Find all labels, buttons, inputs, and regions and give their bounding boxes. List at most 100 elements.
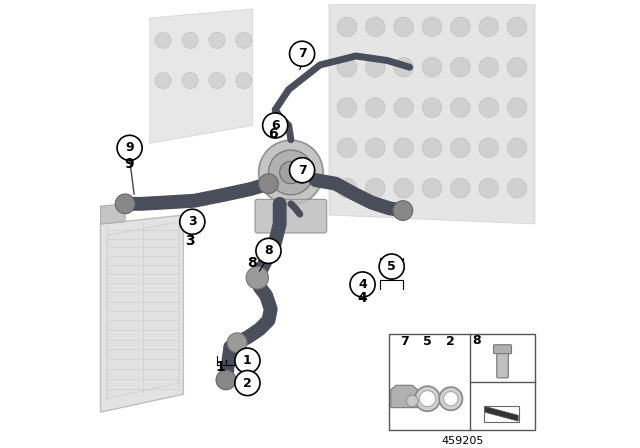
Circle shape [451,57,470,77]
Circle shape [365,178,385,198]
Text: 2: 2 [447,335,455,349]
Text: 8: 8 [247,256,257,270]
Polygon shape [100,204,125,224]
Circle shape [394,17,413,37]
Text: 2: 2 [243,376,252,390]
Circle shape [182,73,198,89]
Circle shape [235,370,260,396]
Circle shape [439,387,463,410]
Circle shape [419,391,436,407]
Circle shape [479,178,499,198]
Text: 6: 6 [268,127,278,142]
Text: 5: 5 [387,260,396,273]
Text: 7: 7 [298,164,307,177]
Circle shape [451,98,470,117]
Circle shape [209,73,225,89]
Circle shape [259,174,278,194]
Circle shape [508,57,527,77]
Circle shape [350,272,375,297]
Circle shape [451,138,470,158]
Circle shape [406,395,418,407]
Circle shape [451,17,470,37]
Circle shape [155,73,172,89]
Circle shape [365,98,385,117]
Circle shape [422,138,442,158]
Text: 4: 4 [358,291,367,305]
Circle shape [508,98,527,117]
Circle shape [117,135,142,160]
Circle shape [209,32,225,48]
Text: 459205: 459205 [441,436,483,446]
FancyBboxPatch shape [255,199,327,233]
Text: 1: 1 [243,354,252,367]
Circle shape [508,178,527,198]
Circle shape [365,17,385,37]
Polygon shape [150,9,253,143]
FancyBboxPatch shape [493,345,511,354]
Circle shape [479,98,499,117]
Circle shape [227,333,247,353]
Circle shape [394,178,413,198]
Circle shape [118,143,125,150]
Polygon shape [108,222,179,399]
Circle shape [422,57,442,77]
Circle shape [236,32,252,48]
Circle shape [479,138,499,158]
Circle shape [337,138,356,158]
Circle shape [422,98,442,117]
Bar [389,334,535,430]
Text: 3: 3 [185,234,195,248]
Text: 8: 8 [264,244,273,258]
Circle shape [216,370,236,390]
Circle shape [262,113,288,138]
Circle shape [289,41,315,66]
Circle shape [280,161,302,184]
Circle shape [365,57,385,77]
Text: 7: 7 [298,47,307,60]
Circle shape [337,57,356,77]
Circle shape [180,209,205,234]
Text: 1: 1 [216,360,225,375]
Circle shape [182,32,198,48]
Circle shape [259,140,323,205]
Circle shape [394,98,413,117]
Circle shape [479,17,499,37]
Text: 5: 5 [423,335,432,349]
Circle shape [337,17,356,37]
Polygon shape [329,4,535,224]
Circle shape [236,73,252,89]
Circle shape [508,138,527,158]
Bar [484,406,518,422]
Text: 9: 9 [125,141,134,155]
Circle shape [508,17,527,37]
Circle shape [124,149,135,160]
Polygon shape [484,406,518,421]
Circle shape [256,238,281,263]
Circle shape [337,98,356,117]
Circle shape [115,194,135,214]
Text: 6: 6 [271,119,280,132]
Text: 8: 8 [472,334,481,347]
Circle shape [269,150,314,195]
Polygon shape [391,385,418,408]
Circle shape [235,348,260,373]
Circle shape [337,178,356,198]
Circle shape [365,138,385,158]
Circle shape [155,32,172,48]
Circle shape [451,178,470,198]
Circle shape [444,392,458,406]
Circle shape [479,57,499,77]
Circle shape [394,57,413,77]
Circle shape [422,17,442,37]
Circle shape [415,386,440,411]
Circle shape [394,138,413,158]
Circle shape [379,254,404,279]
Text: 9: 9 [124,156,134,171]
Text: 7: 7 [400,335,408,349]
Circle shape [246,267,269,289]
Circle shape [422,178,442,198]
Circle shape [289,158,315,183]
FancyBboxPatch shape [497,349,508,378]
Text: 3: 3 [188,215,196,228]
Polygon shape [100,215,184,412]
